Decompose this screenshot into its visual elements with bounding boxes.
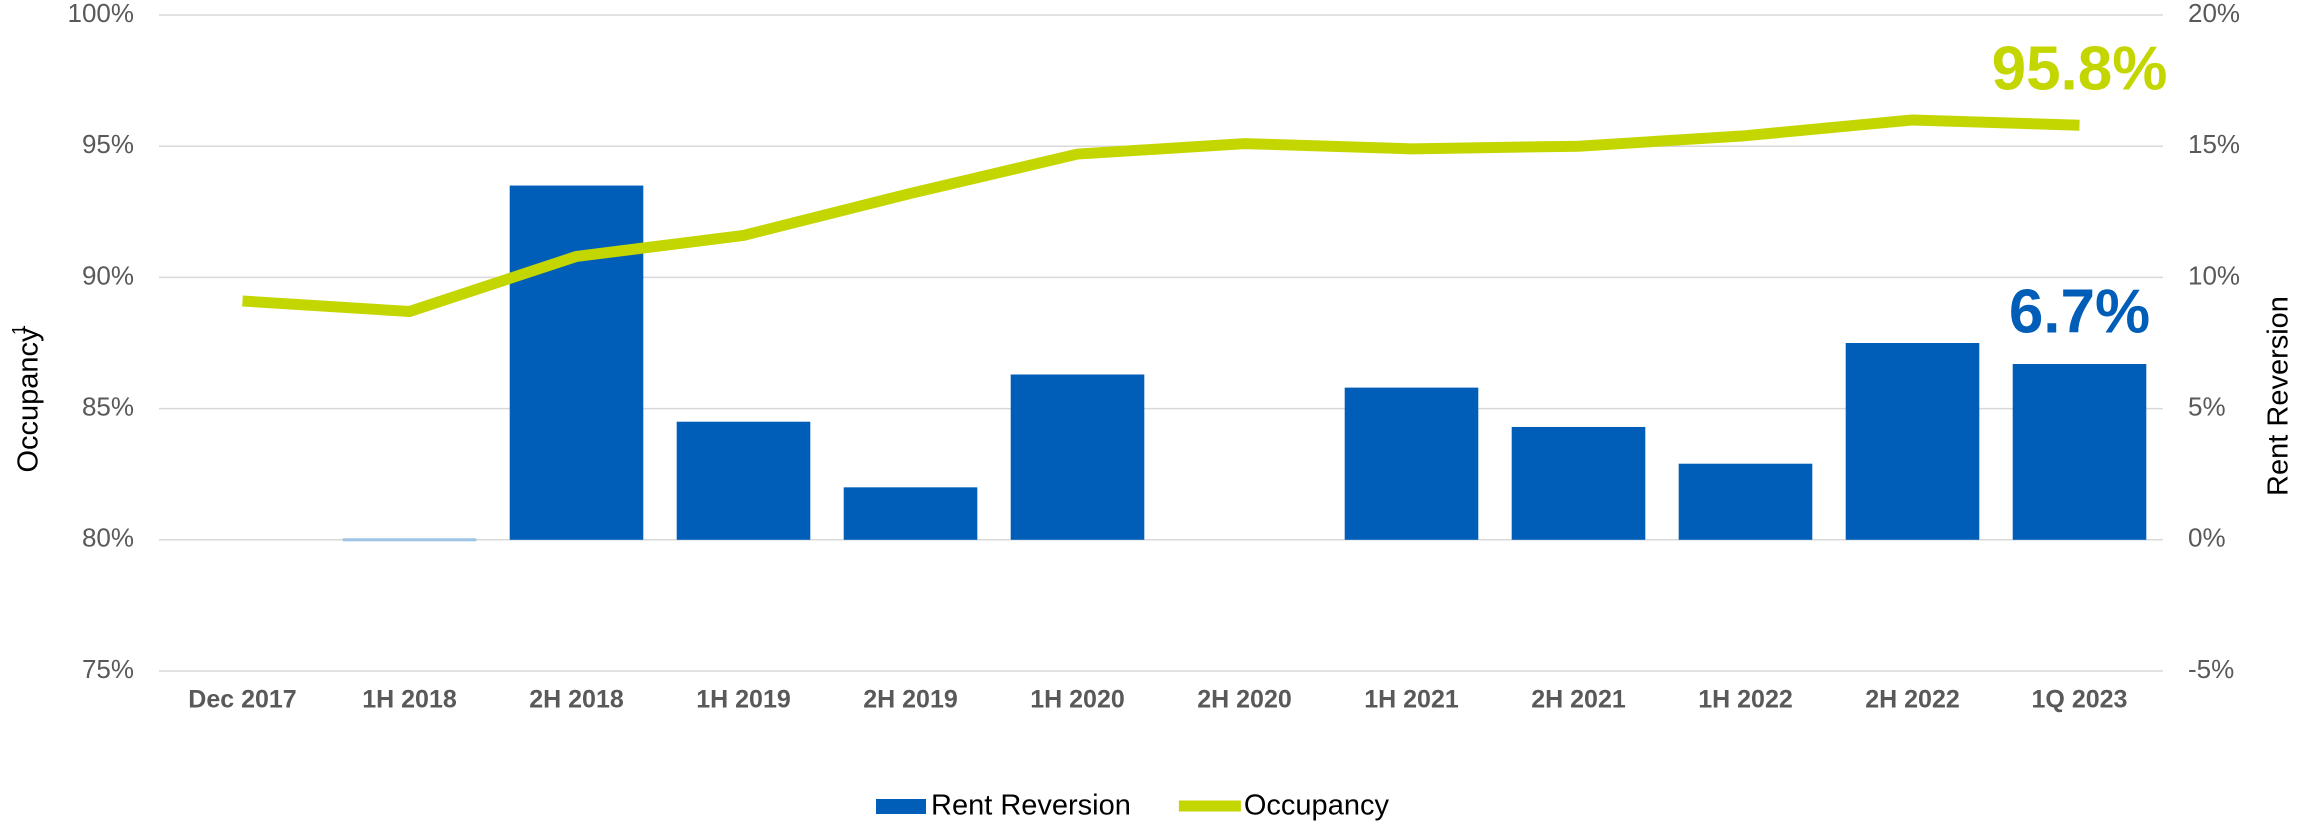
x-tick-label: 1Q 2023 [2032, 686, 2128, 714]
x-tick-label: 1H 2021 [1364, 686, 1459, 714]
legend-label: Rent Reversion [931, 790, 1131, 822]
bar [2012, 363, 2147, 540]
x-tick-label: 1H 2020 [1030, 686, 1125, 714]
y-tick-label: 85% [82, 391, 134, 421]
line [242, 114, 2080, 318]
y2-axis-title: Rent Reversion [2263, 296, 2295, 496]
bar [509, 185, 644, 540]
x-tick-label: 1H 2022 [1698, 686, 1793, 714]
x-tick-label: 2H 2019 [863, 686, 958, 714]
bar [676, 421, 811, 540]
x-tick-label: 2H 2022 [1865, 686, 1960, 714]
x-tick-label: 2H 2020 [1197, 686, 1292, 714]
y2-tick-label: -5% [2188, 654, 2234, 684]
bar [1511, 426, 1646, 540]
x-tick-label: 1H 2019 [696, 686, 791, 714]
y2-tick-label: 10% [2188, 260, 2240, 290]
legend-label: Occupancy [1244, 790, 1390, 822]
y2-tick-label: 5% [2188, 391, 2226, 421]
y-tick-label: 95% [82, 129, 134, 159]
y-axis-title-note: 1 [9, 325, 29, 335]
y-tick-label: 100% [68, 0, 135, 28]
y-axis-title: Occupancy [13, 327, 45, 473]
y2-tick-label: 0% [2188, 523, 2226, 553]
bar [1010, 374, 1145, 540]
value-label: 6.7% [2009, 277, 2150, 346]
x-tick-label: 2H 2018 [529, 686, 624, 714]
bar [1678, 463, 1813, 540]
bar [843, 487, 978, 540]
y-tick-label: 80% [82, 523, 134, 553]
y-tick-label: 90% [82, 260, 134, 290]
legend-swatch [876, 799, 926, 814]
y2-tick-label: 20% [2188, 0, 2240, 28]
bar [342, 538, 477, 542]
x-tick-label: 1H 2018 [362, 686, 457, 714]
bar [1845, 343, 1980, 540]
x-tick-label: Dec 2017 [188, 686, 296, 714]
y2-tick-label: 15% [2188, 129, 2240, 159]
value-label: 95.8% [1992, 35, 2168, 104]
bar [1344, 387, 1479, 540]
y-tick-label: 75% [82, 654, 134, 684]
x-tick-label: 2H 2021 [1531, 686, 1626, 714]
